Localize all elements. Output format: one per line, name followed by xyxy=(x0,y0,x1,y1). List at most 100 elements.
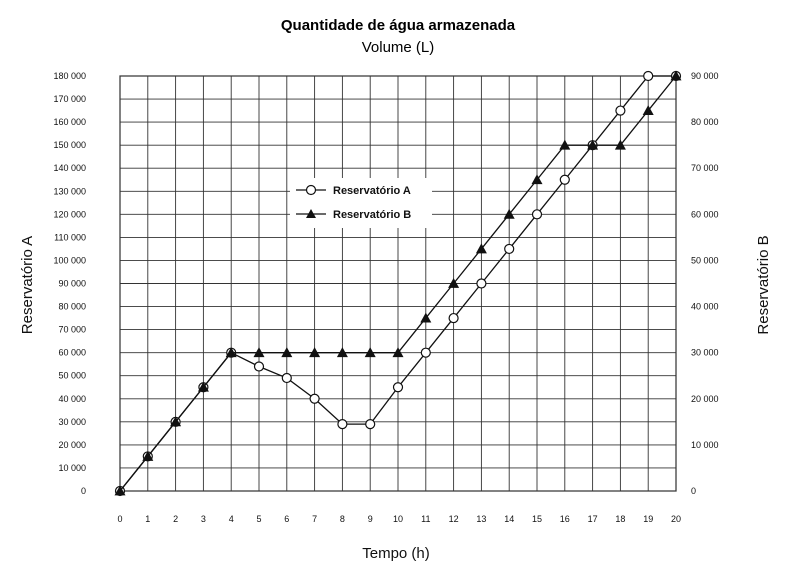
data-point-circle xyxy=(365,419,376,430)
x-tick-label: 9 xyxy=(368,514,373,524)
x-tick-label: 4 xyxy=(229,514,234,524)
x-tick-label: 1 xyxy=(145,514,150,524)
series-b xyxy=(114,70,682,496)
y-tick-label-left: 30 000 xyxy=(58,417,86,427)
legend-marker-circle xyxy=(305,184,317,196)
chart-subtitle: Volume (L) xyxy=(362,39,435,56)
data-point-circle xyxy=(337,419,348,430)
y-tick-label-left: 170 000 xyxy=(53,94,86,104)
x-tick-label: 8 xyxy=(340,514,345,524)
y-tick-label-left: 60 000 xyxy=(58,348,86,358)
x-tick-label: 15 xyxy=(532,514,542,524)
y-tick-label-right: 0 xyxy=(691,486,696,496)
y-tick-label-right: 20 000 xyxy=(691,394,719,404)
y-tick-label-right: 60 000 xyxy=(691,209,719,219)
x-axis-label: Tempo (h) xyxy=(362,545,430,562)
data-point-circle xyxy=(420,347,431,358)
x-tick-label: 6 xyxy=(284,514,289,524)
x-tick-label: 11 xyxy=(421,514,430,524)
y-tick-label-left: 40 000 xyxy=(58,394,86,404)
y-tick-label-right: 10 000 xyxy=(691,440,719,450)
data-point-circle xyxy=(531,209,543,220)
data-point-circle xyxy=(309,393,320,404)
data-point-circle xyxy=(504,243,515,255)
data-point-triangle xyxy=(448,278,460,288)
x-tick-label: 19 xyxy=(643,514,653,524)
x-tick-label: 0 xyxy=(117,514,122,524)
x-tick-label: 2 xyxy=(173,514,178,524)
data-point-triangle xyxy=(503,208,515,219)
chart-title: Quantidade de água armazenada xyxy=(281,17,516,34)
y-tick-label-right: 40 000 xyxy=(691,302,719,312)
x-tick-label: 10 xyxy=(393,514,403,524)
data-point-circle xyxy=(281,372,292,384)
data-point-triangle xyxy=(197,381,209,392)
legend-label: Reservatório B xyxy=(333,209,411,221)
data-point-triangle xyxy=(587,139,599,150)
grid xyxy=(119,75,677,492)
y-tick-label-left: 10 000 xyxy=(58,463,86,473)
x-tick-label: 17 xyxy=(588,514,598,524)
y-axis-left-ticks: 0 10 000 20 000 30 000 40 000 50 000 60 000 70 … xyxy=(53,71,86,496)
y-tick-label-left: 150 000 xyxy=(53,140,86,150)
data-point-triangle xyxy=(364,347,376,358)
y-tick-label-left: 120 000 xyxy=(53,209,86,219)
legend-marker-triangle xyxy=(306,209,316,218)
data-point-triangle xyxy=(642,105,654,115)
y-tick-label-right: 80 000 xyxy=(691,117,719,127)
data-point-circle xyxy=(253,361,265,372)
y-tick-label-left: 0 xyxy=(81,486,86,496)
x-axis-ticks: 0 1 2 3 4 5 6 7 8 9 10 11 12 13 14 15 16 17 18 19 20 xyxy=(117,514,681,524)
y-tick-label-left: 140 000 xyxy=(53,163,86,173)
legend-label: Reservatório A xyxy=(333,185,411,197)
data-point-triangle xyxy=(253,347,265,358)
x-tick-label: 3 xyxy=(201,514,206,524)
x-tick-label: 14 xyxy=(504,514,514,524)
data-point-triangle xyxy=(170,416,182,427)
data-point-triangle xyxy=(392,347,404,358)
data-point-circle xyxy=(476,278,487,289)
data-point-circle xyxy=(559,174,570,185)
legend: Reservatório A Reservatório B xyxy=(290,178,432,228)
data-point-circle xyxy=(615,105,626,116)
x-tick-label: 18 xyxy=(615,514,625,524)
data-point-triangle xyxy=(114,485,126,496)
data-point-triangle xyxy=(475,243,487,254)
y-tick-label-right: 90 000 xyxy=(691,71,719,81)
x-tick-label: 12 xyxy=(449,514,459,524)
y-tick-label-left: 90 000 xyxy=(58,279,86,289)
data-point-triangle xyxy=(336,347,348,358)
data-point-circle xyxy=(643,70,654,82)
data-point-triangle xyxy=(420,312,432,323)
data-point-triangle xyxy=(225,347,237,358)
x-tick-label: 13 xyxy=(476,514,486,524)
data-point-triangle xyxy=(309,347,321,358)
x-tick-label: 16 xyxy=(560,514,570,524)
series-layer xyxy=(114,70,682,497)
y-tick-label-left: 20 000 xyxy=(58,440,86,450)
y-tick-label-left: 100 000 xyxy=(53,255,86,265)
data-point-circle xyxy=(448,312,459,324)
data-point-triangle xyxy=(559,139,571,150)
data-point-circle xyxy=(392,382,404,393)
y-tick-label-right: 50 000 xyxy=(691,255,719,265)
data-point-triangle xyxy=(142,450,154,461)
data-point-triangle xyxy=(670,70,682,81)
y-tick-label-left: 50 000 xyxy=(58,371,86,381)
y-tick-label-left: 70 000 xyxy=(58,325,86,335)
y-tick-label-left: 130 000 xyxy=(53,186,86,196)
y-tick-label-left: 110 000 xyxy=(54,232,86,242)
y-tick-label-left: 180 000 xyxy=(53,71,86,81)
y-tick-label-right: 30 000 xyxy=(691,348,719,358)
y-axis-left-label: Reservatório A xyxy=(19,236,36,334)
data-point-triangle xyxy=(614,139,626,150)
x-tick-label: 7 xyxy=(312,514,317,524)
x-tick-label: 5 xyxy=(256,514,261,524)
x-tick-label: 20 xyxy=(671,514,681,524)
y-axis-right-ticks: 0 10 000 20 000 30 000 40 000 50 000 60 000 70 … xyxy=(691,71,719,496)
y-tick-label-left: 80 000 xyxy=(58,302,86,312)
y-tick-label-left: 160 000 xyxy=(53,117,86,127)
data-point-triangle xyxy=(531,174,543,185)
y-axis-right-label: Reservatório B xyxy=(755,235,772,334)
